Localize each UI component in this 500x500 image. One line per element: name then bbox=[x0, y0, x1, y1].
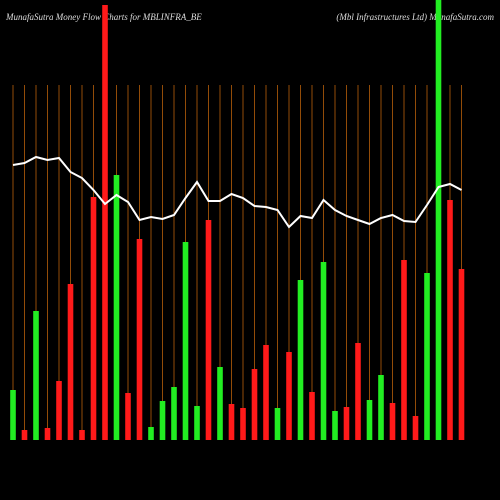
bar bbox=[205, 220, 212, 440]
price-line bbox=[12, 155, 462, 229]
bar bbox=[389, 403, 396, 440]
bar bbox=[424, 273, 430, 440]
bar bbox=[136, 239, 143, 440]
bar bbox=[113, 175, 120, 440]
bar bbox=[228, 404, 235, 440]
bar bbox=[102, 5, 108, 440]
bar bbox=[217, 367, 223, 440]
bar bbox=[240, 408, 246, 440]
bar bbox=[44, 428, 51, 440]
bar bbox=[343, 407, 350, 440]
bar bbox=[56, 381, 62, 440]
bar bbox=[90, 197, 97, 440]
bar bbox=[412, 416, 419, 440]
bar bbox=[171, 387, 177, 440]
bar bbox=[21, 430, 28, 440]
bar bbox=[251, 369, 258, 440]
bar bbox=[182, 242, 189, 440]
bar bbox=[159, 401, 166, 440]
bar bbox=[263, 345, 269, 440]
bar bbox=[148, 427, 154, 440]
bar bbox=[67, 284, 74, 440]
bar bbox=[79, 430, 85, 440]
bar bbox=[435, 0, 442, 440]
bar bbox=[458, 269, 465, 440]
bar bbox=[332, 411, 338, 440]
bar bbox=[194, 406, 200, 440]
bar bbox=[286, 352, 292, 440]
chart-subtitle: (Mbl Infrastructures Ltd) MunafaSutra.co… bbox=[336, 12, 494, 22]
bar bbox=[401, 260, 407, 440]
bar bbox=[10, 390, 16, 440]
bar bbox=[309, 392, 315, 440]
bar bbox=[366, 400, 373, 440]
bar bbox=[125, 393, 131, 440]
bar bbox=[378, 375, 384, 440]
bar bbox=[297, 280, 304, 440]
bar bbox=[33, 311, 39, 440]
bar bbox=[320, 262, 327, 440]
bar bbox=[274, 408, 281, 440]
bar bbox=[355, 343, 361, 440]
bar bbox=[447, 200, 453, 440]
